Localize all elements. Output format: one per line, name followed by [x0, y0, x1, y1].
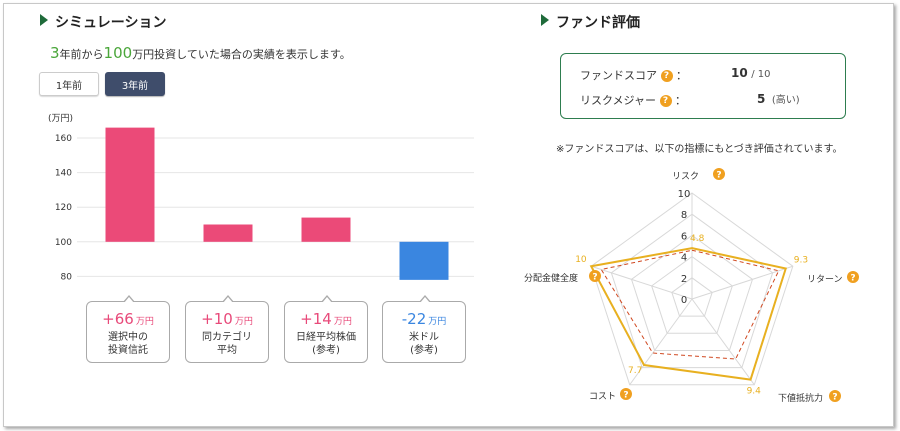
radar-axis-label: リスク — [672, 171, 699, 182]
result-value: +10 万円 — [201, 310, 253, 328]
bar[interactable] — [399, 241, 449, 280]
radar-axis-label: 分配金健全度 — [524, 272, 578, 284]
help-icon-glyph: ? — [592, 273, 597, 283]
risk-measure-label: リスクメジャー ? ： — [580, 94, 687, 107]
y-tick-label: 120 — [55, 203, 72, 213]
fund-score-value: 10 / 10 — [731, 66, 771, 80]
y-tick-label: 160 — [55, 134, 72, 144]
radar-category-series — [600, 249, 780, 360]
fund-score-label: ファンドスコア ? ： — [580, 69, 687, 82]
radar-grid-ring — [671, 277, 713, 317]
radar-grid-ring — [651, 255, 733, 334]
help-icon-glyph: ? — [623, 391, 628, 401]
y-tick-label: 80 — [61, 272, 73, 282]
radar-axis-label: リターン — [807, 274, 843, 285]
card-pointer — [124, 297, 134, 303]
help-icon[interactable]: ? — [713, 168, 725, 181]
tab-1-year[interactable]: 1年前 — [39, 72, 99, 96]
radar-spoke — [691, 298, 755, 386]
simulation-title: シミュレーション — [55, 15, 167, 31]
desc-rest: 万円投資していた場合の実績を表示します。 — [132, 48, 351, 61]
help-icon-glyph: ? — [850, 274, 855, 284]
radar-tick-label: 8 — [681, 210, 687, 221]
y-axis-unit: (万円) — [48, 113, 73, 124]
bar[interactable] — [301, 217, 351, 242]
bar[interactable] — [203, 224, 253, 242]
help-icon[interactable]: ? — [660, 70, 673, 82]
radar-fund-series — [589, 247, 788, 381]
y-tick-label: 100 — [55, 238, 72, 248]
result-card: -22 万円米ドル (参考) — [382, 295, 466, 363]
radar-tick-label: 4 — [681, 253, 687, 264]
section-marker-icon — [40, 14, 48, 26]
help-icon[interactable]: ? — [659, 95, 672, 107]
help-icon-circle — [589, 270, 601, 282]
result-value: +66 万円 — [102, 310, 154, 328]
help-icon[interactable]: ? — [589, 270, 601, 283]
help-icon[interactable]: ? — [829, 390, 841, 403]
amount-value: 100 — [103, 44, 133, 62]
bar-chart: (万円) 80 100 120 140 160 — [48, 113, 474, 282]
risk-measure-value: 5 (高い) — [757, 92, 800, 106]
radar-axis-label: 下値抵抗力 — [778, 392, 823, 404]
help-icon[interactable]: ? — [847, 271, 859, 284]
radar-spoke — [591, 265, 693, 300]
result-card: +10 万円同カテゴリ 平均 — [185, 295, 269, 363]
card-pointer — [322, 297, 332, 303]
radar-value-label: 9.4 — [747, 387, 762, 397]
simulation-description: 3年前から100万円投資していた場合の実績を表示します。 — [50, 44, 351, 62]
radar-axis-label: コスト — [589, 392, 616, 402]
radar-chart: 0 2 4 6 8 10 4.8 9.3 9.4 7.7 10 リスク ? リターン ? 下値抵抗力 ? コスト?… — [524, 168, 859, 404]
result-value: +14 万円 — [300, 310, 352, 328]
result-label: 日経平均株価 (参考) — [296, 332, 356, 356]
radar-grid-ring — [630, 234, 754, 351]
help-icon-circle — [829, 390, 841, 402]
bar[interactable] — [105, 127, 155, 242]
result-value: -22 万円 — [401, 310, 447, 328]
help-icon[interactable]: ? — [620, 388, 632, 401]
radar-grid-ring — [590, 192, 794, 386]
result-label: 選択中の 投資信託 — [108, 332, 148, 356]
years-value: 3 — [50, 44, 60, 62]
score-box: ファンドスコア ? ： 10 / 10 リスクメジャー ? ： 5 (高い) — [560, 53, 846, 119]
result-card: +66 万円選択中の 投資信託 — [86, 295, 170, 363]
radar-spoke — [691, 265, 793, 300]
help-icon-glyph: ? — [716, 171, 721, 181]
card-pointer — [223, 297, 233, 303]
help-icon-circle — [847, 271, 859, 283]
help-icon-circle — [620, 388, 632, 400]
fund-evaluation-title: ファンド評価 — [556, 15, 640, 31]
radar-spoke — [629, 298, 693, 386]
radar-value-label: 4.8 — [690, 234, 705, 244]
help-icon-circle — [713, 168, 725, 180]
radar-tick-label: 6 — [681, 231, 687, 242]
radar-tick-label: 2 — [681, 274, 687, 285]
desc-mid: 年前から — [59, 48, 104, 61]
card-pointer — [420, 297, 430, 303]
radar-value-label: 9.3 — [794, 256, 808, 266]
score-note: ※ファンドスコアは、以下の指標にもとづき評価されています。 — [556, 144, 843, 155]
result-card: +14 万円日経平均株価 (参考) — [284, 295, 368, 363]
radar-tick-label: 10 — [678, 189, 691, 200]
help-icon-glyph: ? — [832, 393, 837, 403]
section-marker-icon — [541, 14, 549, 26]
tab-3-years[interactable]: 3年前 — [105, 72, 165, 96]
radar-value-label: 7.7 — [628, 366, 642, 376]
radar-value-label: 10 — [575, 255, 587, 265]
result-label: 同カテゴリ 平均 — [202, 332, 252, 356]
y-tick-label: 140 — [55, 169, 72, 179]
result-label: 米ドル (参考) — [409, 332, 439, 356]
radar-tick-label: 0 — [681, 295, 687, 306]
